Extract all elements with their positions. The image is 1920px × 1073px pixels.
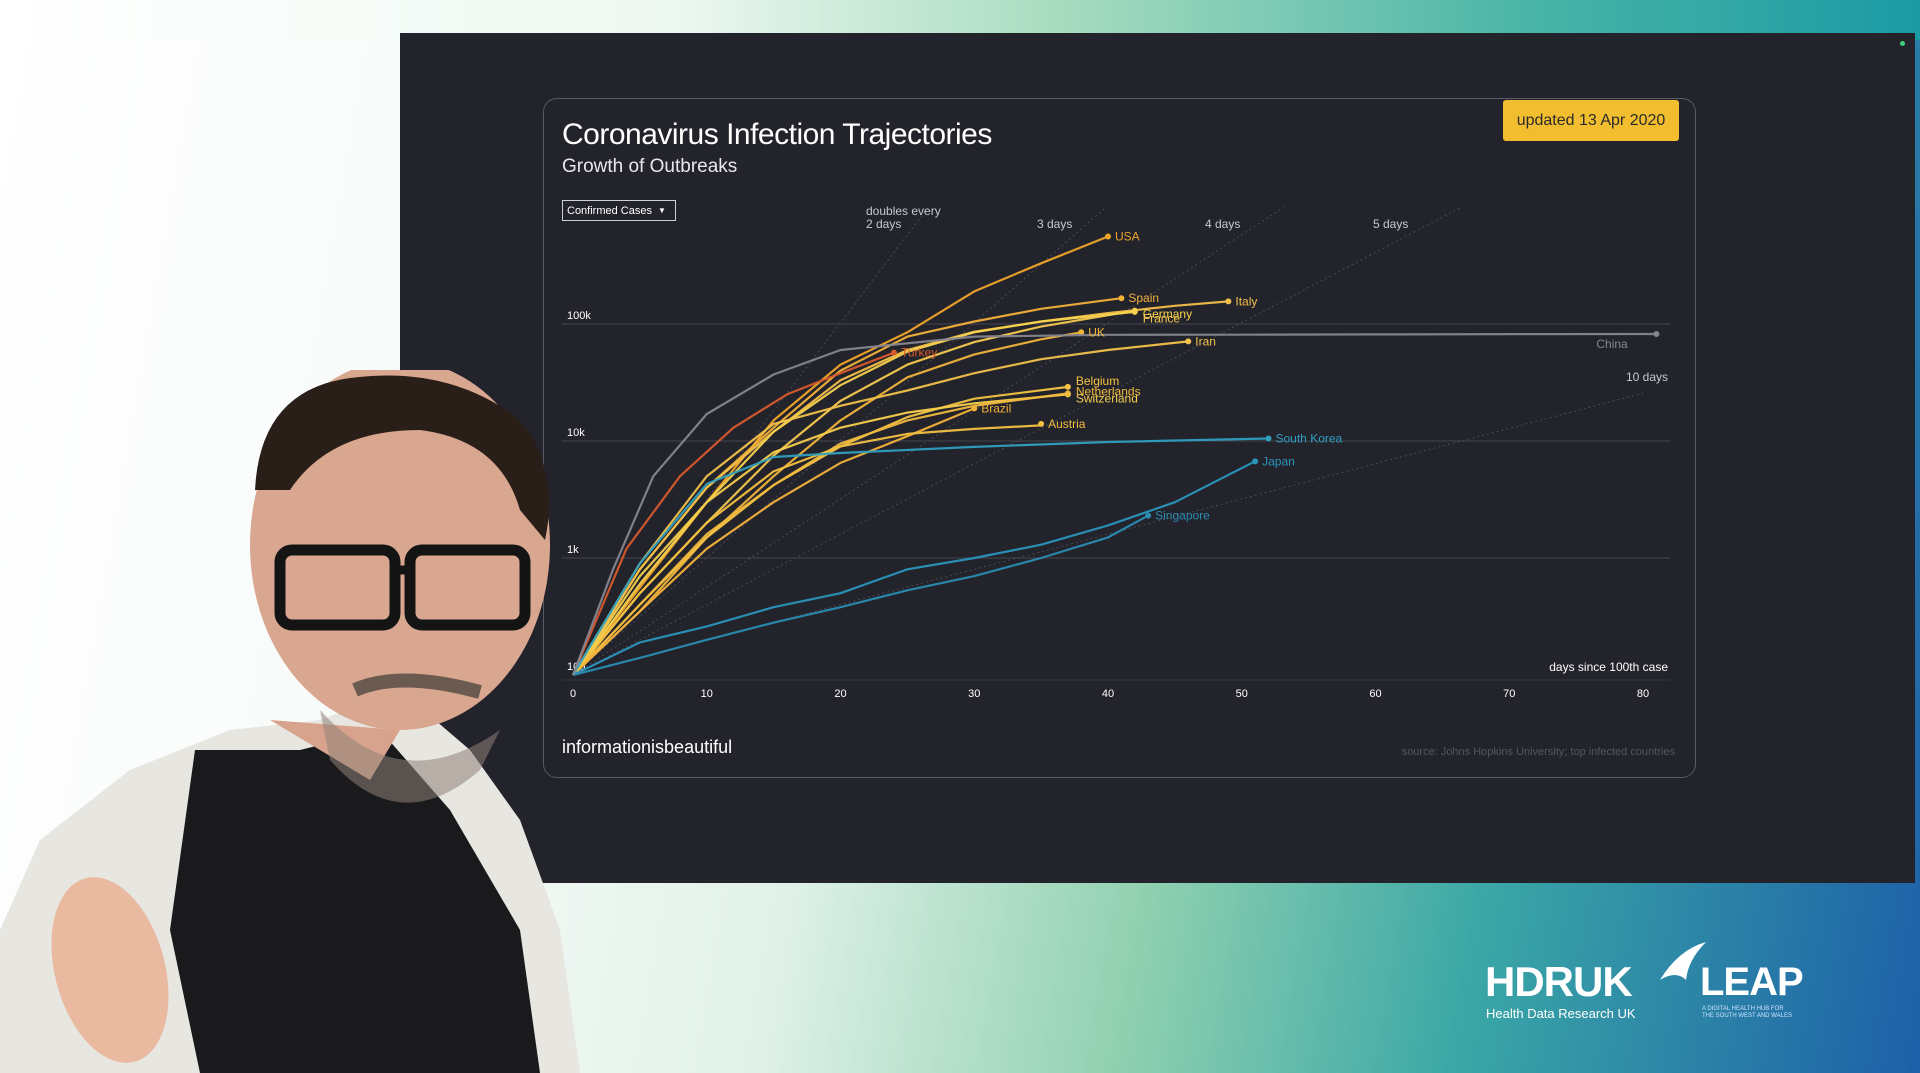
series-label: Turkey bbox=[901, 346, 937, 360]
chart-card bbox=[543, 98, 1696, 778]
series-line bbox=[572, 423, 1043, 676]
presenter-video bbox=[0, 370, 580, 1073]
metric-dropdown-label: Confirmed Cases bbox=[567, 204, 652, 217]
series-line bbox=[572, 235, 1109, 676]
doubling-label: 3 days bbox=[1037, 217, 1072, 231]
x-tick-label: 50 bbox=[1236, 688, 1248, 700]
presenter-shirt bbox=[170, 730, 540, 1073]
presentation-slide bbox=[400, 33, 1915, 883]
series-line bbox=[572, 460, 1256, 676]
series-label: Brazil bbox=[981, 401, 1011, 415]
glasses-right-lens bbox=[404, 544, 531, 631]
doubling-label: doubles every bbox=[866, 204, 941, 218]
leap-logo-subtitle: A DIGITAL HEALTH HUB FOR THE SOUTH WEST … bbox=[1702, 1006, 1793, 1019]
footer-logos: HDRUK Health Data Research UK LEAP A DIG… bbox=[1480, 940, 1820, 1040]
series-end-dot bbox=[1064, 383, 1071, 390]
doubling-label: 2 days bbox=[866, 217, 901, 231]
doubling-guide-line bbox=[572, 206, 1107, 676]
series-line bbox=[571, 332, 1657, 676]
chart-subtitle: Growth of Outbreaks bbox=[562, 156, 738, 177]
presenter-face bbox=[250, 370, 550, 730]
y-tick-label: 10k bbox=[567, 427, 585, 439]
series-label: Germany bbox=[1143, 307, 1192, 321]
series-end-dot bbox=[1225, 298, 1232, 305]
recording-indicator bbox=[1900, 41, 1905, 46]
hdruk-logo-subtitle: Health Data Research UK bbox=[1486, 1006, 1636, 1021]
x-tick-label: 20 bbox=[834, 688, 846, 700]
series-label: South Korea bbox=[1276, 432, 1343, 446]
series-end-dot bbox=[1118, 295, 1125, 302]
series-label: Italy bbox=[1235, 294, 1257, 308]
series-line bbox=[572, 340, 1189, 676]
doubling-guide-line bbox=[572, 206, 1285, 676]
source-note: source: Johns Hopkins University; top in… bbox=[1401, 746, 1675, 758]
presenter-moustache bbox=[352, 673, 482, 699]
presenter-hand bbox=[51, 877, 169, 1063]
x-axis-label: days since 100th case bbox=[1549, 660, 1668, 674]
series-end-dot bbox=[1265, 435, 1272, 442]
chevron-down-icon: ▼ bbox=[657, 206, 666, 215]
series-line bbox=[572, 407, 975, 676]
chart-title: Coronavirus Infection Trajectories bbox=[562, 118, 992, 151]
x-tick-label: 60 bbox=[1369, 688, 1381, 700]
x-tick-label: 10 bbox=[701, 688, 713, 700]
series-label: USA bbox=[1115, 229, 1140, 243]
series-label: Netherlands bbox=[1076, 384, 1141, 398]
presenter-beard bbox=[320, 710, 500, 803]
series-end-dot bbox=[1252, 458, 1259, 465]
series-end-dot bbox=[971, 405, 978, 412]
doubling-label: 4 days bbox=[1205, 217, 1240, 231]
series-label: Singapore bbox=[1155, 509, 1210, 523]
series-end-dot bbox=[1145, 512, 1152, 519]
y-tick-label: 100k bbox=[567, 310, 591, 322]
series-end-dot bbox=[1038, 420, 1045, 427]
series-label: Japan bbox=[1262, 454, 1295, 468]
series-label: Belgium bbox=[1076, 374, 1119, 388]
series-label: Austria bbox=[1048, 417, 1086, 431]
x-tick-label: 30 bbox=[968, 688, 980, 700]
series-label: China bbox=[1596, 337, 1628, 351]
series-line bbox=[572, 392, 1069, 676]
doubling-guide-line bbox=[572, 206, 1462, 676]
series-label: Switzerland bbox=[1076, 391, 1138, 405]
leap-logo: LEAP bbox=[1700, 960, 1804, 1004]
series-end-dot bbox=[1064, 390, 1071, 397]
series-label: Iran bbox=[1195, 334, 1216, 348]
x-tick-label: 80 bbox=[1637, 688, 1649, 700]
series-label: UK bbox=[1088, 325, 1105, 339]
series-line bbox=[572, 437, 1269, 676]
series-end-dot bbox=[1653, 330, 1660, 337]
hdruk-logo: HDRUK bbox=[1485, 958, 1633, 1005]
series-end-dot bbox=[1105, 233, 1111, 240]
series-end-dot bbox=[1078, 329, 1085, 336]
series-end-dot bbox=[891, 349, 897, 356]
series-line bbox=[572, 393, 1069, 676]
doubling-label: 10 days bbox=[1626, 370, 1668, 384]
x-tick-label: 0 bbox=[570, 688, 576, 700]
series-line bbox=[571, 351, 895, 676]
series-label: Spain bbox=[1128, 291, 1159, 305]
updated-badge: updated 13 Apr 2020 bbox=[1503, 100, 1679, 141]
glasses-left-lens bbox=[274, 544, 401, 631]
series-end-dot bbox=[1131, 308, 1138, 315]
series-line bbox=[572, 514, 1149, 677]
x-tick-label: 70 bbox=[1503, 688, 1515, 700]
metric-dropdown[interactable]: Confirmed Cases ▼ bbox=[562, 200, 676, 221]
y-tick-label: 1k bbox=[567, 544, 579, 556]
leap-bird-icon bbox=[1660, 942, 1706, 980]
series-line bbox=[572, 331, 1082, 676]
x-tick-label: 40 bbox=[1102, 688, 1114, 700]
series-line bbox=[572, 310, 1135, 676]
presenter-hair bbox=[255, 375, 550, 540]
series-end-dot bbox=[1185, 338, 1192, 345]
doubling-label: 5 days bbox=[1373, 217, 1408, 231]
brand-label: informationisbeautiful bbox=[562, 737, 733, 757]
series-label: France bbox=[1143, 312, 1181, 326]
